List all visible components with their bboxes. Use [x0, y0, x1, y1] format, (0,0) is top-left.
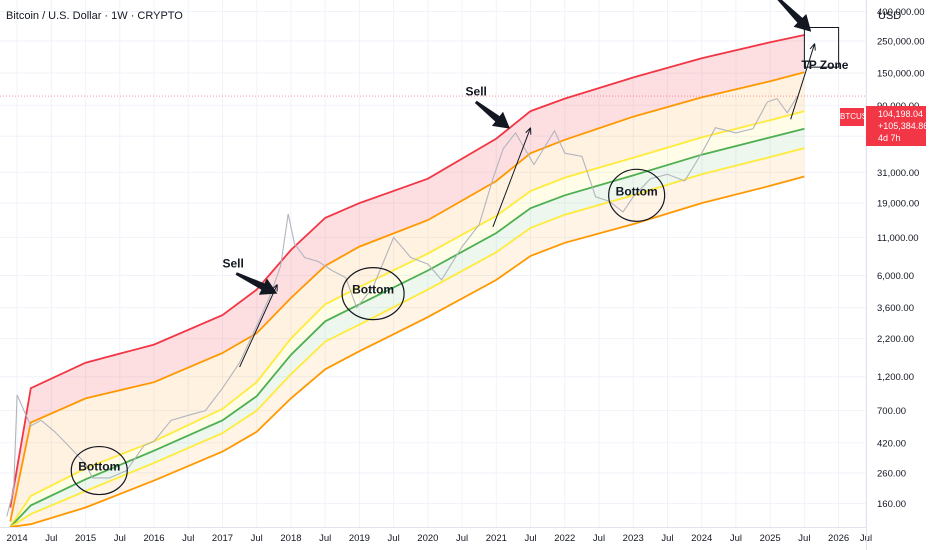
- x-tick-label: 2018: [280, 533, 301, 544]
- x-tick-label: 2023: [623, 533, 644, 544]
- x-tick-label: Jul: [661, 533, 673, 544]
- x-tick-label: 2015: [75, 533, 96, 544]
- y-tick-label: 150,000.00: [877, 69, 925, 80]
- y-tick-label: 250,000.00: [877, 37, 925, 48]
- tp-zone-label: TP Zone: [801, 58, 848, 72]
- x-tick-label: Jul: [251, 533, 263, 544]
- band-line: [9, 34, 805, 508]
- grid: [0, 0, 867, 527]
- x-axis-labels: 2014 Jul 2015 Jul 2016 Jul 2017 Jul 2018 Jul 2019 J…: [7, 533, 873, 544]
- y-tick-label: 2,200.00: [877, 334, 914, 345]
- band-line: [9, 71, 805, 522]
- y-tick-label: 19,000.00: [877, 199, 919, 210]
- band-fill: [10, 35, 805, 522]
- x-tick-label: Jul: [593, 533, 605, 544]
- x-tick-label: 2020: [417, 533, 438, 544]
- trend-arrow: [492, 127, 532, 228]
- x-tick-label: 2024: [691, 533, 712, 544]
- trend-arrow-head: [525, 127, 532, 135]
- trend-arrow: [790, 43, 816, 120]
- y-tick-label: 1,200.00: [877, 372, 914, 383]
- x-tick-label: 2021: [486, 533, 507, 544]
- y-axis-labels: 400,000.00250,000.00150,000.0090,000.005…: [877, 7, 925, 510]
- sell-arrow: [235, 272, 278, 295]
- x-tick-label: 2016: [143, 533, 164, 544]
- band-fill: [10, 72, 805, 528]
- bottom-label: Bottom: [616, 184, 658, 198]
- x-tick-label: Jul: [45, 533, 57, 544]
- last-price-change: +105,384.86%: [878, 121, 932, 131]
- x-tick-label: 2014: [7, 533, 28, 544]
- sell-arrow-shape: [235, 272, 278, 295]
- band-line: [10, 175, 805, 528]
- x-tick-label: Jul: [388, 533, 400, 544]
- y-tick-label: 420.00: [877, 438, 906, 449]
- sell-arrow: [474, 100, 510, 129]
- y-tick-label: 31,000.00: [877, 168, 919, 179]
- y-tick-label: 3,600.00: [877, 303, 914, 314]
- trend-arrow-head: [809, 43, 816, 51]
- chart-title: Bitcoin / U.S. Dollar · 1W · CRYPTO: [6, 10, 183, 22]
- x-tick-label: Jul: [524, 533, 536, 544]
- price-axis-separator: [866, 0, 867, 550]
- x-tick-label: 2025: [760, 533, 781, 544]
- sell-label: Sell: [222, 257, 243, 271]
- bottom-label: Bottom: [352, 283, 394, 297]
- x-tick-label: Jul: [456, 533, 468, 544]
- bottom-circle: [341, 267, 405, 321]
- currency-unit[interactable]: USD: [878, 10, 902, 22]
- band-fills: [10, 35, 805, 528]
- x-tick-label: Jul: [182, 533, 194, 544]
- bottom-label: Bottom: [78, 460, 120, 474]
- x-tick-label: 2019: [349, 533, 370, 544]
- x-tick-label: 2026: [828, 533, 849, 544]
- sell-arrow: [777, 0, 812, 32]
- tp-zone-box: [803, 26, 840, 68]
- band-fill: [10, 128, 805, 527]
- x-tick-label: Jul: [319, 533, 331, 544]
- y-tick-label: 11,000.00: [877, 233, 919, 244]
- y-tick-label: 260.00: [877, 468, 906, 479]
- band-fill: [10, 111, 805, 527]
- band-line: [9, 110, 805, 528]
- symbol-badge: BTCUSD: [840, 108, 873, 126]
- x-tick-label: Jul: [730, 533, 742, 544]
- sell-label: Sell: [466, 85, 487, 99]
- bar-countdown: 4d 7h: [878, 133, 901, 143]
- bottom-circle: [608, 168, 666, 222]
- sell-arrow-shape: [474, 100, 510, 129]
- time-axis-separator: [0, 527, 866, 528]
- bands: [9, 34, 805, 528]
- band-fill: [10, 148, 805, 527]
- last-price-label: 104,198.04 +105,384.86% 4d 7h: [866, 106, 932, 146]
- bottom-circle: [70, 445, 128, 496]
- price-series: [0, 95, 866, 517]
- trend-arrow: [239, 284, 278, 368]
- last-price-value: 104,198.04: [878, 109, 924, 119]
- price-line: [6, 95, 798, 517]
- sell-arrow-shape: [777, 0, 812, 32]
- x-tick-label: Jul: [798, 533, 810, 544]
- x-tick-label: 2017: [212, 533, 233, 544]
- y-tick-label: 160.00: [877, 499, 906, 510]
- y-tick-label: 700.00: [877, 406, 906, 417]
- band-line: [9, 147, 805, 528]
- y-tick-label: 400,000.00: [877, 7, 925, 18]
- y-tick-label: 6,000.00: [877, 271, 914, 282]
- x-tick-label: Jul: [114, 533, 126, 544]
- x-tick-label: 2022: [554, 533, 575, 544]
